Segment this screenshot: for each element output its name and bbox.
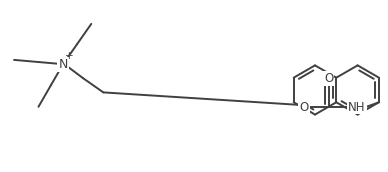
Text: O: O	[299, 100, 308, 114]
Text: O: O	[324, 72, 333, 85]
Text: +: +	[65, 51, 74, 61]
Text: NH: NH	[348, 100, 366, 114]
Text: N: N	[58, 58, 68, 71]
